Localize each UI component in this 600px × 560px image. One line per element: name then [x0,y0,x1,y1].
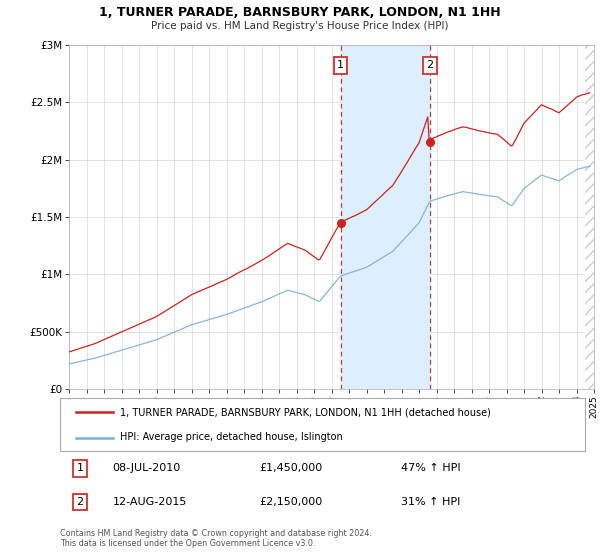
Text: 2: 2 [426,60,433,71]
Text: 31% ↑ HPI: 31% ↑ HPI [401,497,461,507]
Bar [341,45,430,389]
Text: Price paid vs. HM Land Registry's House Price Index (HPI): Price paid vs. HM Land Registry's House … [151,21,449,31]
Text: Contains HM Land Registry data © Crown copyright and database right 2024.: Contains HM Land Registry data © Crown c… [60,529,372,538]
Text: HPI: Average price, detached house, Islington: HPI: Average price, detached house, Isli… [121,432,343,442]
Text: This data is licensed under the Open Government Licence v3.0.: This data is licensed under the Open Gov… [60,539,316,548]
Text: 1: 1 [76,464,83,474]
Text: 08-JUL-2010: 08-JUL-2010 [113,464,181,474]
Text: 12-AUG-2015: 12-AUG-2015 [113,497,187,507]
Bar [585,45,594,389]
Text: 2: 2 [76,497,83,507]
Text: 1: 1 [337,60,344,71]
Text: 1, TURNER PARADE, BARNSBURY PARK, LONDON, N1 1HH (detached house): 1, TURNER PARADE, BARNSBURY PARK, LONDON… [121,408,491,418]
Text: £1,450,000: £1,450,000 [260,464,323,474]
Text: £2,150,000: £2,150,000 [260,497,323,507]
Text: 47% ↑ HPI: 47% ↑ HPI [401,464,461,474]
Text: 1, TURNER PARADE, BARNSBURY PARK, LONDON, N1 1HH: 1, TURNER PARADE, BARNSBURY PARK, LONDON… [99,6,501,18]
Bar [585,45,594,389]
